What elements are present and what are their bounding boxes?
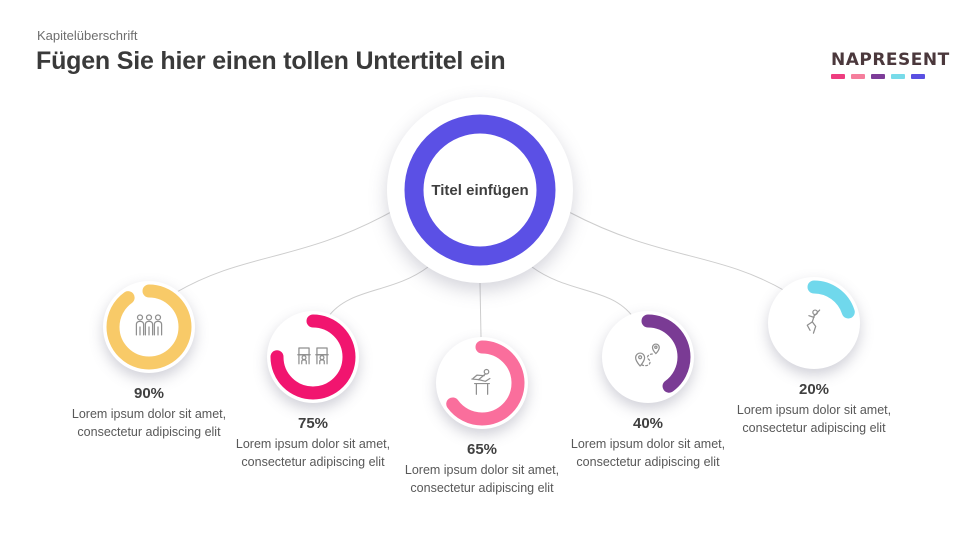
slide-title: Fügen Sie hier einen tollen Untertitel e… xyxy=(36,47,506,75)
progress-ring xyxy=(602,311,694,403)
progress-node: 20% Lorem ipsum dolor sit amet, consecte… xyxy=(714,277,914,437)
progress-node: 75% Lorem ipsum dolor sit amet, consecte… xyxy=(213,311,413,471)
progress-ring xyxy=(436,337,528,429)
center-ring xyxy=(404,114,556,266)
item-description: Lorem ipsum dolor sit amet, consectetur … xyxy=(235,437,391,469)
brand-logo: NAPRESENT xyxy=(831,50,950,79)
logo-dash xyxy=(851,74,865,79)
center-title: Titel einfügen xyxy=(431,181,529,199)
percent-value: 65% xyxy=(466,441,498,458)
percent-value: 75% xyxy=(297,415,329,432)
logo-dash xyxy=(891,74,905,79)
progress-ring xyxy=(103,281,195,373)
workstations-icon xyxy=(267,311,359,403)
jumping-person-icon xyxy=(768,277,860,369)
brand-logo-dashes xyxy=(831,74,925,79)
item-description: Lorem ipsum dolor sit amet, consectetur … xyxy=(404,463,560,495)
progress-node: 90% Lorem ipsum dolor sit amet, consecte… xyxy=(49,281,249,441)
item-description: Lorem ipsum dolor sit amet, consectetur … xyxy=(71,407,227,439)
hurdler-icon xyxy=(436,337,528,429)
logo-dash xyxy=(911,74,925,79)
progress-node: 65% Lorem ipsum dolor sit amet, consecte… xyxy=(382,337,582,497)
center-circle: Titel einfügen xyxy=(387,97,573,283)
item-description: Lorem ipsum dolor sit amet, consectetur … xyxy=(570,437,726,469)
logo-dash xyxy=(831,74,845,79)
team-icon xyxy=(103,281,195,373)
percent-value: 20% xyxy=(798,381,830,398)
percent-value: 90% xyxy=(133,385,165,402)
progress-node: 40% Lorem ipsum dolor sit amet, consecte… xyxy=(548,311,748,471)
chapter-kicker: Kapitelüberschrift xyxy=(37,28,138,43)
route-icon xyxy=(602,311,694,403)
percent-value: 40% xyxy=(632,415,664,432)
logo-dash xyxy=(871,74,885,79)
progress-ring xyxy=(267,311,359,403)
progress-ring xyxy=(768,277,860,369)
item-description: Lorem ipsum dolor sit amet, consectetur … xyxy=(736,403,892,435)
brand-logo-text: NAPRESENT xyxy=(831,50,950,70)
